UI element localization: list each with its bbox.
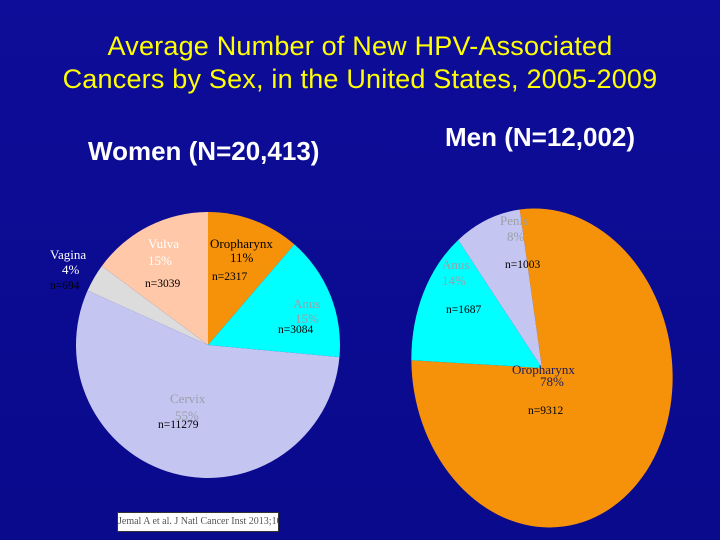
men-pie xyxy=(411,208,673,528)
women-slice-anus xyxy=(208,244,340,358)
men-count-oropharynx: n=9312 xyxy=(528,405,563,417)
men-label-anus: Anus xyxy=(442,257,469,272)
women-label-oropharynx: Oropharynx xyxy=(210,236,273,251)
women-slice-cervix xyxy=(76,290,340,478)
men-slice-oropharynx xyxy=(411,208,673,528)
women-percent-vulva: 15% xyxy=(148,253,172,268)
citation: Jemal A et al. J Natl Cancer Inst 2013;1… xyxy=(117,512,279,532)
slide-title: Average Number of New HPV-Associated Can… xyxy=(0,30,720,96)
men-slice-anus xyxy=(411,239,542,368)
women-percent-oropharynx: 11% xyxy=(230,250,254,265)
women-percent-cervix: 55% xyxy=(175,408,199,423)
women-pie xyxy=(76,212,340,478)
title-line-1: Average Number of New HPV-Associated xyxy=(107,31,613,61)
women-count-vulva: n=3039 xyxy=(145,278,180,290)
women-chart-title: Women (N=20,413) xyxy=(88,136,320,166)
women-count-vagina: n=694 xyxy=(50,280,80,292)
women-label-vulva: Vulva xyxy=(148,236,179,251)
women-count-oropharynx: n=2317 xyxy=(212,271,247,283)
title-line-2: Cancers by Sex, in the United States, 20… xyxy=(62,64,658,94)
women-slice-vulva xyxy=(101,212,208,345)
women-percent-anus: 15% xyxy=(295,311,319,326)
men-slice-penis xyxy=(458,209,542,368)
men-label-oropharynx: Oropharynx xyxy=(512,362,575,377)
women-label-cervix: Cervix xyxy=(170,391,206,406)
men-percent-penis: 8% xyxy=(507,229,525,244)
men-count-anus: n=1687 xyxy=(446,304,481,316)
men-chart-title: Men (N=12,002) xyxy=(445,122,636,152)
women-label-anus: Anus xyxy=(293,296,320,311)
women-slice-oropharynx xyxy=(208,212,295,345)
men-count-penis: n=1003 xyxy=(505,259,540,271)
women-label-vagina: Vagina xyxy=(50,247,86,262)
women-count-cervix: n=11279 xyxy=(158,419,199,431)
women-percent-vagina: 4% xyxy=(62,262,80,277)
men-percent-anus: 14% xyxy=(442,273,466,288)
women-count-anus: n=3084 xyxy=(278,324,313,336)
women-slice-vagina xyxy=(87,266,208,345)
men-label-penis: Penis xyxy=(500,213,528,228)
men-percent-oropharynx: 78% xyxy=(540,374,564,389)
